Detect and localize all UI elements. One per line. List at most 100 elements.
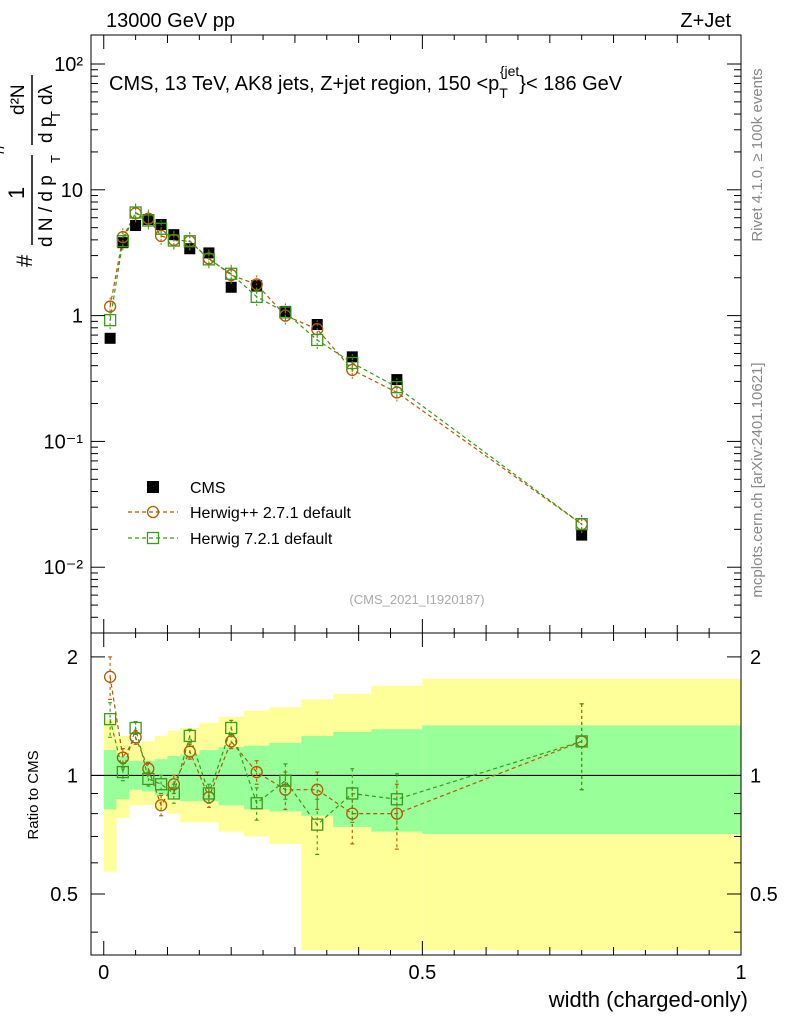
ratio-y-tick-label-right: 0.5 <box>750 884 778 906</box>
cms-point <box>576 529 588 541</box>
legend-cms-label: CMS <box>190 480 226 497</box>
herwig7-point <box>183 235 196 248</box>
main-y-tick-label: 10⁻¹ <box>44 431 84 453</box>
ratio-point-herwig7 <box>142 772 155 786</box>
ratio-y-tick-label: 1 <box>67 765 78 787</box>
herwig7-point <box>250 290 263 303</box>
ratio-point-herwigpp <box>250 765 263 779</box>
cms-point <box>225 281 237 293</box>
main-ticks: 10⁻² 10⁻¹ 1 10 10² <box>44 35 742 634</box>
x-tick-label: 0 <box>98 962 109 984</box>
ratio-point-herwigpp <box>103 670 117 683</box>
ratio-point-herwig7 <box>575 735 588 748</box>
title-part-sup: {jet <box>500 63 520 79</box>
main-ylabel: # 1 d N / d p T # d²N d p T dλ <box>0 75 63 267</box>
stat-uncertainty-band <box>180 754 200 802</box>
ratio-y-tick-label-right: 2 <box>750 647 761 669</box>
ylabel-one: 1 <box>4 187 29 199</box>
cms-point <box>130 220 142 232</box>
ylabel-dlambda: dλ <box>36 84 57 105</box>
legend-cms-marker <box>147 481 159 493</box>
ratio-point-herwig7 <box>183 729 196 743</box>
ratio-line-herwig7 <box>109 718 582 826</box>
ratio-y-tick-label-right: 1 <box>750 765 761 787</box>
series-line-herwig7 <box>109 211 583 525</box>
ratio-panel: 0.5 0.5 1 1 2 2 0 0.5 1 Ratio to CMS width (char… <box>25 632 778 1012</box>
ylabel-dpt: d p <box>36 117 57 143</box>
energy-label: 13000 GeV pp <box>106 10 235 32</box>
ratio-point-herwigpp <box>154 799 168 812</box>
main-marks <box>103 203 588 541</box>
ylabel-hash-1: # <box>12 254 37 267</box>
x-axis-label: width (charged-only) <box>548 987 748 1012</box>
ratio-point-herwigpp <box>167 778 180 791</box>
herwigpp-point <box>250 278 263 291</box>
ratio-point-herwig7 <box>154 778 168 791</box>
ratio-point-herwig7 <box>279 774 292 787</box>
cms-point <box>251 280 263 292</box>
ratio-point-herwig7 <box>346 787 359 800</box>
herwig7-point <box>103 314 117 327</box>
main-y-tick-label: 1 <box>72 306 83 328</box>
herwig7-point <box>225 267 238 280</box>
ratio-point-herwigpp <box>129 731 142 744</box>
herwig7-point <box>279 306 292 319</box>
ylabel-d2n: d²N <box>8 84 29 115</box>
stat-uncertainty-band <box>422 725 741 835</box>
legend-herwig7-marker <box>146 531 160 545</box>
herwig7-point <box>390 380 404 394</box>
herwig7-point <box>142 214 155 227</box>
title-part-sub: T <box>499 85 508 101</box>
analysis-id-label: (CMS_2021_I1920187) <box>349 592 484 607</box>
ratio-frame <box>90 632 742 956</box>
main-panel: 10⁻² 10⁻¹ 1 10 10² CMS, 13 TeV, AK8 jets, Z+… <box>0 34 742 634</box>
ratio-point-herwigpp <box>183 745 196 758</box>
ratio-point-herwig7 <box>116 765 130 779</box>
main-y-tick-label: 10² <box>54 54 83 76</box>
ratio-y-tick-label: 2 <box>67 647 78 669</box>
stat-uncertainty-band <box>103 750 117 810</box>
x-tick-label: 1 <box>735 962 746 984</box>
herwig7-point <box>116 235 130 248</box>
ratio-ticks: 0.5 0.5 1 1 2 2 0 0.5 1 <box>50 633 778 984</box>
ratio-marks <box>103 656 588 856</box>
ratio-point-herwig7 <box>250 797 263 810</box>
title-part-main: CMS, 13 TeV, AK8 jets, Z+jet region, 150… <box>109 73 499 95</box>
herwig7-point <box>575 517 588 531</box>
ratio-y-tick-label: 0.5 <box>50 884 78 906</box>
rivet-version-label: Rivet 4.1.0, ≥ 100k events <box>749 68 766 241</box>
herwigpp-point <box>346 363 359 377</box>
herwig7-point <box>346 356 359 370</box>
ratio-ylabel: Ratio to CMS <box>25 750 42 839</box>
herwig7-point <box>129 206 142 219</box>
ratio-point-herwig7 <box>167 787 180 800</box>
process-label: Z+Jet <box>680 10 731 32</box>
legend-herwigpp-marker <box>146 505 160 519</box>
ratio-point-herwig7 <box>225 721 238 735</box>
ylabel-sub-t-2: T <box>48 111 63 119</box>
chart-title: CMS, 13 TeV, AK8 jets, Z+jet region, 150… <box>109 63 623 101</box>
ylabel-dn-dpt: d N / d p <box>36 175 57 247</box>
ratio-point-herwigpp <box>390 807 404 820</box>
mcplots-label: mcplots.cern.ch [arXiv:2401.10621] <box>749 362 766 597</box>
ylabel-sub-t-1: T <box>48 155 63 163</box>
ratio-point-herwig7 <box>390 793 404 806</box>
x-tick-label: 0.5 <box>408 962 436 984</box>
legend: CMS Herwig++ 2.7.1 default Herwig 7.2.1 … <box>128 480 352 548</box>
main-y-tick-label: 10 <box>61 180 83 202</box>
herwig7-point <box>154 222 168 235</box>
title-part-end: }< 186 GeV <box>519 73 623 95</box>
ratio-point-herwig7 <box>202 787 216 800</box>
ratio-point-herwig7 <box>103 712 117 726</box>
main-y-tick-label: 10⁻² <box>44 557 84 579</box>
ratio-point-herwig7 <box>129 721 142 735</box>
herwig7-point <box>202 253 216 266</box>
ratio-point-herwigpp <box>116 751 130 764</box>
herwig7-point <box>311 333 324 347</box>
herwig7-point <box>167 234 180 247</box>
herwigpp-point <box>154 229 168 243</box>
legend-herwigpp-label: Herwig++ 2.7.1 default <box>190 505 352 522</box>
cms-point <box>104 332 116 344</box>
legend-herwig7-label: Herwig 7.2.1 default <box>190 531 333 548</box>
